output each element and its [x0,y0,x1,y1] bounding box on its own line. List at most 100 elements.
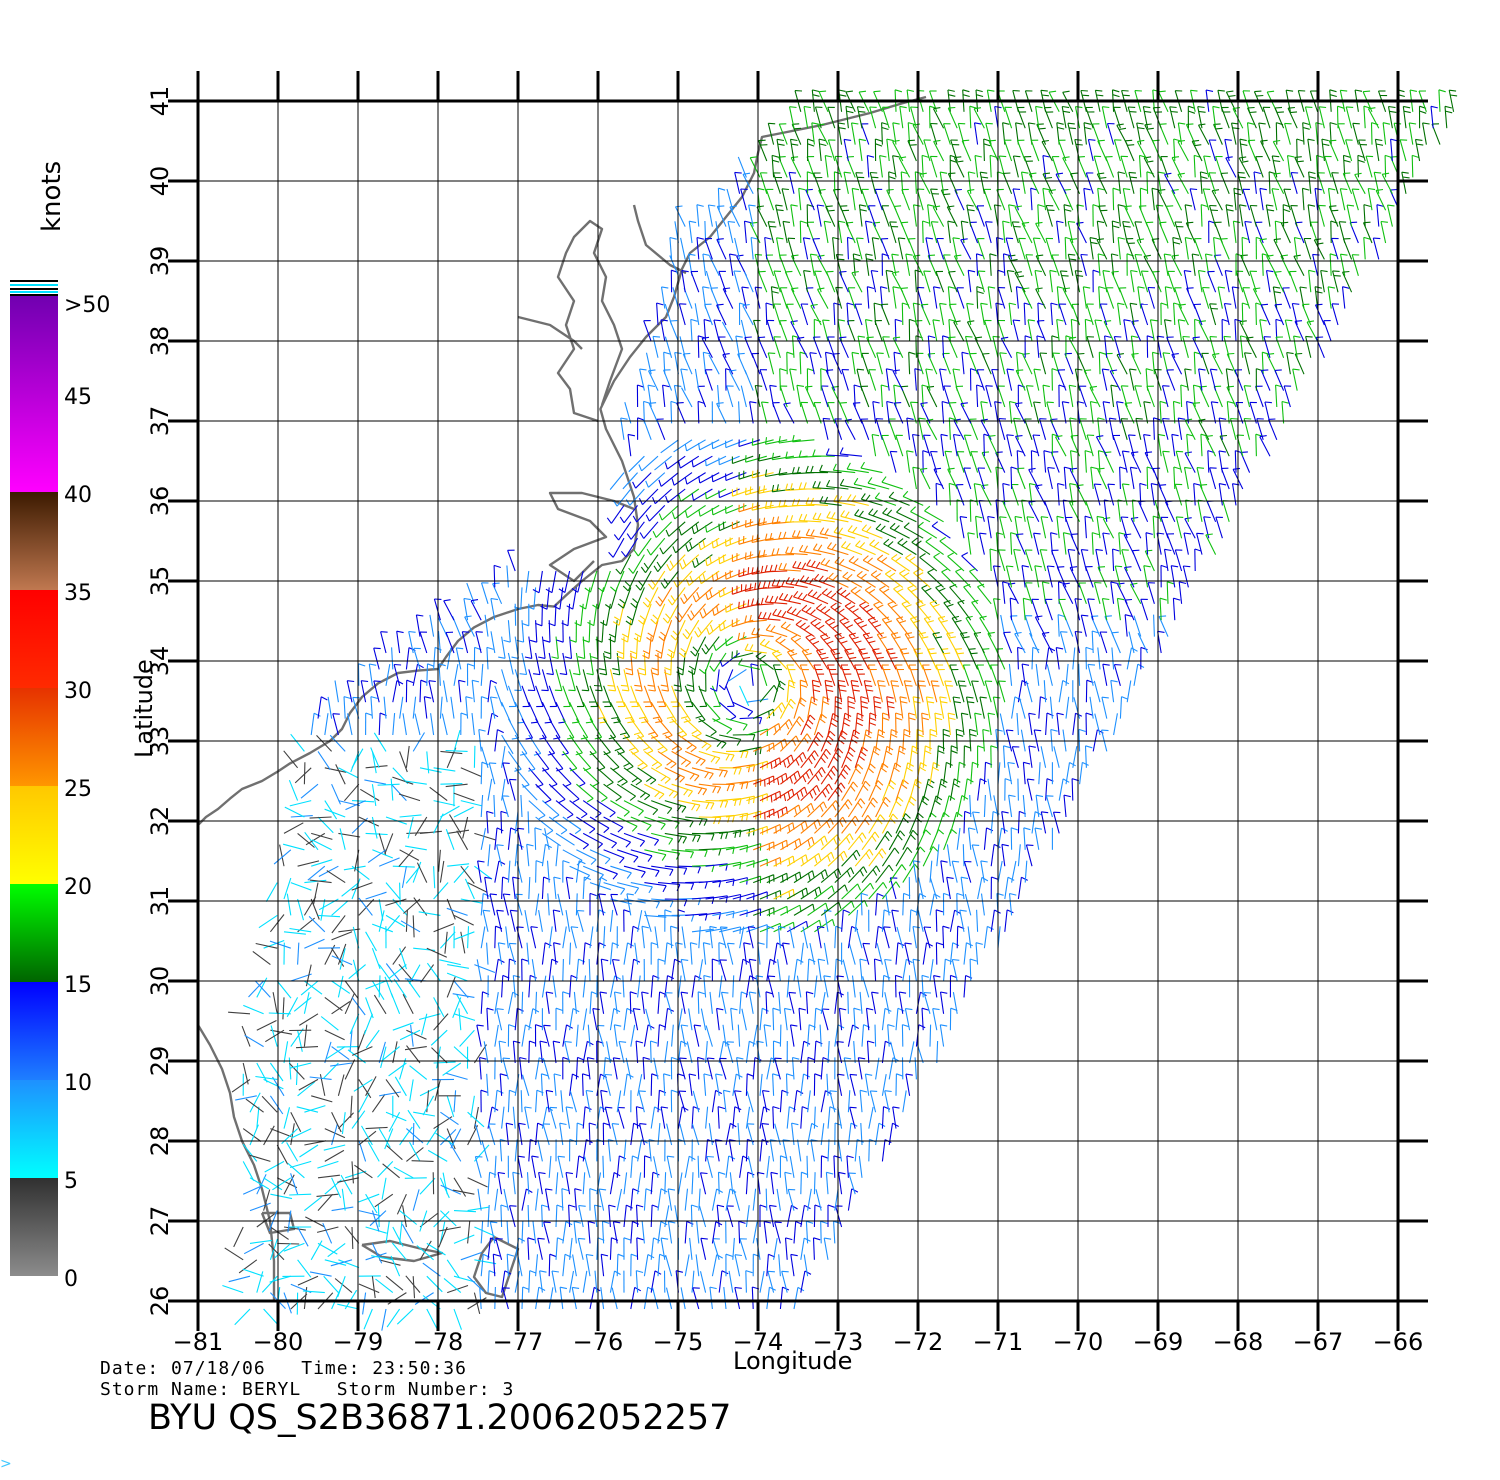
x-tick-label: −70 [1053,1328,1104,1356]
wind-barb [1086,336,1095,358]
wind-barb [861,797,878,818]
wind-barb [439,696,443,719]
wind-barb [853,1007,861,1031]
colorbar-tick-label: 45 [64,385,92,410]
wind-barb [935,482,943,506]
wind-barb [1139,187,1148,211]
wind-barb [952,992,958,1014]
wind-barb [300,980,319,996]
wind-barb [731,650,754,659]
wind-barb [1055,435,1067,457]
wind-barb [888,762,902,785]
wind-barb [630,587,645,609]
wind-barb [1101,106,1110,129]
wind-barb [738,535,761,545]
wind-barb [698,783,722,794]
wind-barb [1283,385,1292,408]
wind-barb [1042,187,1050,211]
wind-barb [677,909,685,932]
wind-barb [751,469,774,479]
wind-barb [757,336,768,359]
wind-barb [671,849,694,859]
wind-barb [691,800,715,810]
wind-barb [690,636,707,657]
wind-barb [827,850,848,867]
wind-barb [440,1111,459,1126]
wind-barb [899,648,911,670]
wind-barb [847,763,864,785]
wind-barb [685,849,708,858]
wind-barb [484,614,489,637]
wind-barb [874,188,883,211]
y-axis-label: Latitude [130,659,158,758]
wind-barb [453,664,459,686]
wind-barb [630,718,645,740]
wind-barb [616,816,638,832]
wind-barb [902,958,913,982]
wind-barb [542,832,561,847]
wind-barb [681,269,689,293]
wind-barb [980,401,988,424]
wind-barb [758,139,768,162]
wind-barb [712,846,735,855]
wind-barb [678,767,700,782]
wind-barb [589,926,594,949]
wind-barb [820,992,826,1014]
wind-barb [1123,533,1135,555]
y-tick-label: 40 [146,166,174,197]
wind-barb [660,1106,669,1129]
wind-barb [1087,663,1096,686]
wind-barb [1182,565,1191,588]
wind-barb [413,647,421,670]
wind-barb [953,254,965,277]
wind-barb [1157,630,1165,654]
wind-barb [541,701,553,724]
wind-barb [807,835,828,851]
wind-barb [1128,368,1137,391]
wind-barb [1124,139,1135,162]
wind-barb [665,521,686,537]
wind-barb [438,849,441,872]
wind-barb [983,794,986,818]
wind-barb [971,599,985,621]
wind-barb [600,1253,609,1277]
wind-barb [317,1174,340,1179]
wind-barb [725,685,735,708]
wind-barb [876,943,883,965]
wind-barb [759,1139,769,1162]
wind-barb [256,1062,268,1083]
wind-barb [399,1029,421,1041]
wind-barb [263,1177,283,1191]
wind-barb [912,958,920,982]
wind-barb [725,439,747,449]
wind-barb [792,560,815,572]
wind-barb [740,188,748,211]
wind-barb [565,876,574,900]
wind-barb [1117,204,1125,227]
wind-barb [1022,795,1026,818]
wind-barb [770,286,779,309]
wind-barb [875,925,885,949]
wind-barb [228,1275,251,1283]
wind-barb [778,592,801,605]
wind-barb [1177,417,1186,440]
wind-barb [939,368,947,391]
wind-barb [480,663,484,686]
wind-barb [644,849,667,861]
wind-barb [263,939,285,949]
wind-barb [1167,270,1176,293]
wind-barb [890,1041,897,1064]
wind-barb [498,636,506,659]
wind-barb [1146,335,1154,358]
wind-barb [263,1189,271,1211]
y-tick-label: 33 [146,726,174,757]
wind-barb [853,477,876,490]
wind-barb [350,751,360,773]
wind-barb [548,685,558,708]
wind-barb [585,1253,594,1277]
wind-barb [582,1106,592,1129]
wind-barb [963,860,972,883]
wind-barb [690,270,700,293]
wind-barb [715,1073,723,1096]
wind-barb [654,455,672,471]
